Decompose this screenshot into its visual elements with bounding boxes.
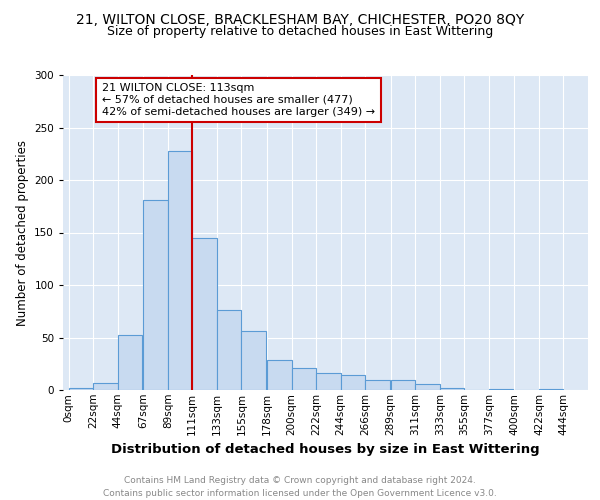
Bar (192, 238, 217, 390)
Bar (118, 336, 142, 390)
Text: 21 WILTON CLOSE: 113sqm
← 57% of detached houses are smaller (477)
42% of semi-d: 21 WILTON CLOSE: 113sqm ← 57% of detache… (102, 84, 375, 116)
Text: Size of property relative to detached houses in East Wittering: Size of property relative to detached ho… (107, 25, 493, 38)
Bar (267, 360, 292, 390)
Bar (391, 380, 415, 390)
Bar (217, 310, 241, 390)
Bar (292, 368, 316, 390)
X-axis label: Distribution of detached houses by size in East Wittering: Distribution of detached houses by size … (111, 443, 540, 456)
Bar (539, 389, 563, 390)
Bar (68, 388, 93, 390)
Bar (365, 380, 389, 390)
Y-axis label: Number of detached properties: Number of detached properties (16, 140, 29, 326)
Bar (143, 200, 168, 390)
Bar (241, 331, 266, 390)
Text: Contains HM Land Registry data © Crown copyright and database right 2024.
Contai: Contains HM Land Registry data © Crown c… (103, 476, 497, 498)
Bar (341, 376, 365, 390)
Bar (93, 382, 118, 390)
Bar (316, 373, 341, 390)
Bar (168, 150, 192, 390)
Bar (415, 384, 440, 390)
Text: 21, WILTON CLOSE, BRACKLESHAM BAY, CHICHESTER, PO20 8QY: 21, WILTON CLOSE, BRACKLESHAM BAY, CHICH… (76, 12, 524, 26)
Bar (440, 388, 464, 390)
Bar (489, 389, 514, 390)
